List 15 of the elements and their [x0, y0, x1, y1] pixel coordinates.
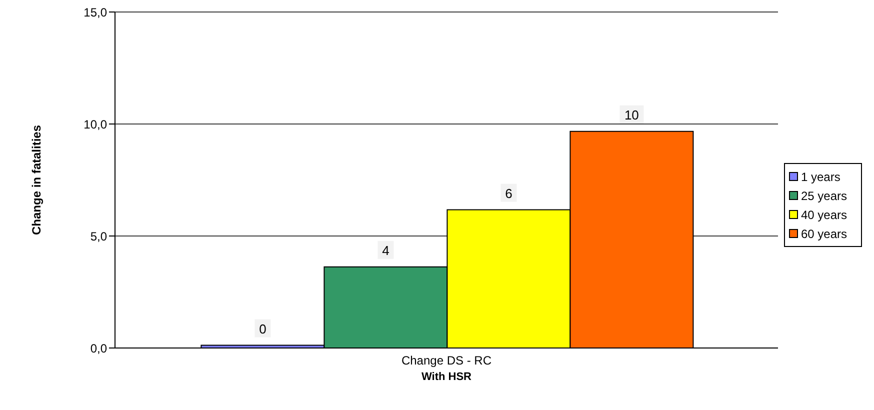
- y-tick-label: 5,0: [90, 229, 108, 244]
- legend-label: 1 years: [801, 170, 840, 184]
- y-tick-label: 0,0: [90, 341, 108, 356]
- data-label: 4: [382, 242, 390, 258]
- x-tick-label: Change DS - RC: [401, 354, 492, 368]
- y-tick-label: 10,0: [84, 117, 108, 132]
- data-label: 0: [259, 321, 266, 336]
- data-label: 6: [505, 186, 512, 201]
- legend-label: 25 years: [801, 188, 848, 202]
- data-label: 10: [624, 107, 639, 122]
- y-tick-label: 15,0: [84, 5, 108, 20]
- legend-label: 60 years: [801, 226, 848, 240]
- legend-label: 40 years: [801, 208, 848, 222]
- x-axis-title: With HSR: [421, 371, 472, 383]
- y-axis-title: Change in fatalities: [29, 124, 44, 236]
